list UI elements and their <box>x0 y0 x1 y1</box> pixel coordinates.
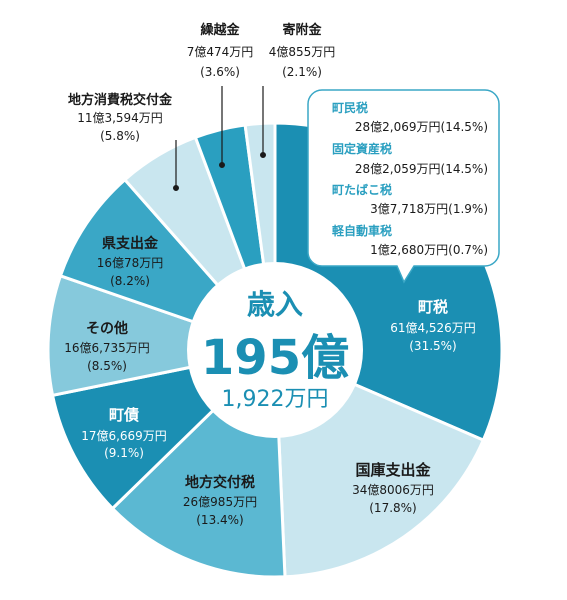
slice-percent: (31.5%) <box>409 339 456 353</box>
slice-percent: (17.8%) <box>369 501 416 515</box>
slice-name: 町税 <box>418 298 448 316</box>
callout-box <box>307 89 500 284</box>
callout-item-amount: 28億2,069万円(14.5%) <box>355 120 488 134</box>
label-chihou-shouhizei-kofukin: 地方消費税交付金 11億3,594万円 (5.8%) <box>68 92 173 143</box>
choze-breakdown-callout: 町民税 28億2,069万円(14.5%) 固定資産税 28億2,059万円(1… <box>307 89 500 284</box>
label-choze: 町税 61億4,526万円 (31.5%) <box>390 298 476 353</box>
slice-amount: 26億985万円 <box>183 495 257 509</box>
center-title: 歳入 <box>247 288 303 321</box>
donut-center-hole <box>187 262 363 438</box>
slice-percent: (8.5%) <box>87 359 127 373</box>
leader-dot-kurikoshi <box>219 162 226 169</box>
center-total-oku: 195億 <box>201 330 349 386</box>
slice-name: 国庫支出金 <box>355 461 431 479</box>
slice-amount: 16億6,735万円 <box>64 341 150 355</box>
callout-item-name: 町たばこ税 <box>332 182 392 197</box>
slice-amount: 61億4,526万円 <box>390 321 476 335</box>
slice-amount: 34億8006万円 <box>352 483 434 497</box>
callout-item-amount: 3億7,718万円(1.9%) <box>370 202 488 216</box>
slice-name: 繰越金 <box>200 22 240 38</box>
slice-percent: (13.4%) <box>196 513 243 527</box>
callout-item-name: 固定資産税 <box>332 141 392 156</box>
slice-amount: 11億3,594万円 <box>77 111 163 125</box>
label-chihou-kofuzei: 地方交付税 26億985万円 (13.4%) <box>183 474 257 527</box>
callout-item-name: 軽自動車税 <box>332 223 392 238</box>
callout-item-name: 町民税 <box>332 100 368 115</box>
label-sonota: その他 16億6,735万円 (8.5%) <box>64 320 150 373</box>
slice-amount: 16億78万円 <box>97 256 164 270</box>
slice-amount: 7億474万円 <box>187 45 254 59</box>
slice-percent: (3.6%) <box>200 65 240 79</box>
slice-percent: (2.1%) <box>282 65 322 79</box>
slice-name: 地方交付税 <box>185 474 255 491</box>
slice-percent: (8.2%) <box>110 274 150 288</box>
label-ken-shishutsukin: 県支出金 16億78万円 (8.2%) <box>97 235 164 288</box>
callout-item-amount: 28億2,059万円(14.5%) <box>355 162 488 176</box>
callout-item-amount: 1億2,680万円(0.7%) <box>370 243 488 257</box>
slice-percent: (9.1%) <box>104 446 144 460</box>
label-kokko-shishutsukin: 国庫支出金 34億8006万円 (17.8%) <box>352 461 434 515</box>
slice-percent: (5.8%) <box>100 129 140 143</box>
slice-name: 地方消費税交付金 <box>68 92 173 108</box>
slice-name: 県支出金 <box>102 235 159 252</box>
slice-name: 寄附金 <box>282 22 322 38</box>
center-total-man: 1,922万円 <box>222 387 329 412</box>
leader-dot-chihou-shouhizei <box>173 185 180 192</box>
label-chosai: 町債 17億6,669万円 (9.1%) <box>81 406 167 460</box>
slice-amount: 4億855万円 <box>269 45 336 59</box>
leader-lines <box>173 86 267 192</box>
slice-name: 町債 <box>109 406 139 424</box>
label-kifukin: 寄附金 4億855万円 (2.1%) <box>269 22 336 79</box>
label-kurikoshikin: 繰越金 7億474万円 (3.6%) <box>187 22 254 79</box>
pie-slice-4 <box>46 273 281 398</box>
slice-amount: 17億6,669万円 <box>81 429 167 443</box>
leader-dot-kifu <box>260 152 267 159</box>
slice-name: その他 <box>86 320 128 337</box>
